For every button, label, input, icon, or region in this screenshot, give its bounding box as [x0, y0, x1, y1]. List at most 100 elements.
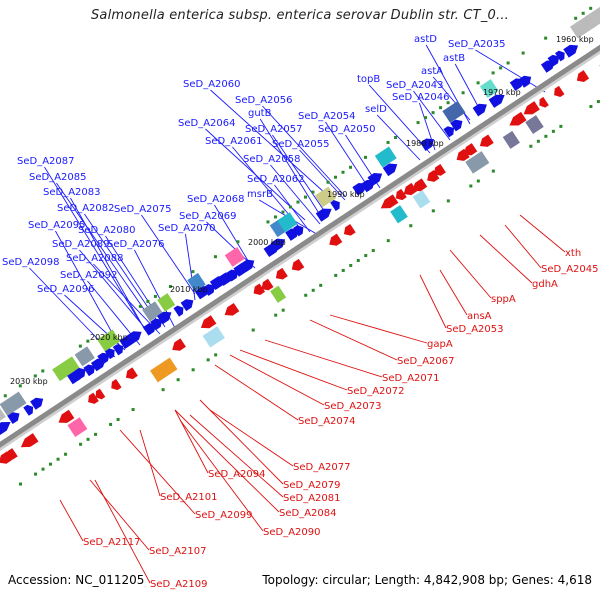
gc-mark — [116, 417, 120, 421]
topology-summary: Topology: circular; Length: 4,842,908 bp… — [262, 573, 592, 587]
gene-label: SeD_A2062 — [247, 174, 305, 185]
forward-gene-arrow — [112, 344, 124, 356]
gene-label: SeD_A2071 — [382, 373, 440, 384]
reverse-gene-arrow — [412, 178, 428, 192]
kbp-ticks: 1960 kbp 1970 kbp 1980 kbp 1990 kbp 2000 kbp… — [10, 35, 594, 386]
forward-gene-arrow — [74, 367, 86, 380]
callout-line — [119, 429, 196, 515]
gc-mark — [589, 105, 593, 109]
callout-line — [59, 499, 84, 542]
forward-gene-arrow — [202, 284, 216, 296]
gene-label: SeD_A2089 — [52, 239, 110, 250]
tick-label: 2000 kbp — [248, 238, 286, 247]
gene-label: SeD_A2080 — [78, 225, 136, 236]
callout-line — [274, 184, 311, 233]
gene-label: ansA — [467, 311, 492, 322]
gene-label: SeD_A2076 — [107, 239, 165, 250]
gc-mark — [206, 358, 210, 362]
gene-label: SeD_A2053 — [446, 324, 504, 335]
gc-mark — [191, 368, 195, 372]
gc-mark — [551, 129, 555, 133]
gene-label: astA — [421, 66, 443, 77]
feature-block — [67, 417, 88, 437]
callout-line — [413, 90, 451, 141]
forward-gene-arrow — [104, 348, 115, 360]
reverse-gene-arrow — [427, 170, 440, 182]
callout-line — [55, 230, 121, 348]
gc-mark — [349, 165, 353, 169]
gc-mark — [86, 437, 90, 441]
gc-mark — [64, 452, 68, 456]
reverse-gene-arrow — [111, 378, 122, 391]
callout-line — [259, 118, 321, 216]
gc-mark — [559, 124, 563, 128]
reverse-gene-arrow — [20, 433, 39, 448]
gc-mark — [251, 328, 255, 332]
gene-label: xth — [565, 248, 581, 259]
callout-line — [264, 339, 383, 378]
gc-mark — [33, 374, 37, 378]
gene-label: gdhA — [532, 279, 558, 290]
callout-line — [419, 274, 447, 329]
gc-mark — [274, 313, 278, 317]
gc-mark — [131, 408, 135, 412]
reverse-gene-arrow — [6, 448, 18, 460]
gc-mark — [544, 134, 548, 138]
gene-label: SeD_A2095 — [28, 220, 86, 231]
gc-mark — [41, 467, 45, 471]
gene-label: SeD_A2064 — [178, 118, 236, 129]
feature-block — [0, 405, 6, 426]
gc-mark — [521, 51, 525, 55]
gc-mark — [476, 179, 480, 183]
feature-block — [479, 79, 499, 99]
gene-label: SeD_A2058 — [243, 154, 301, 165]
gc-mark — [581, 11, 585, 15]
gc-mark — [409, 224, 413, 228]
callout-line — [475, 49, 546, 93]
gc-mark — [416, 121, 420, 125]
feature-block — [584, 4, 600, 29]
forward-gene-arrow — [488, 94, 505, 108]
callout-line — [89, 479, 150, 551]
reverse-gene-arrow — [539, 96, 549, 108]
gene-label: SeD_A2050 — [318, 124, 376, 135]
gc-mark — [529, 144, 533, 148]
reverse-gene-arrow — [479, 134, 494, 147]
genome-backbone — [0, 44, 600, 451]
gene-label: SeD_A2088 — [66, 253, 124, 264]
gene-label: gutB — [248, 108, 272, 119]
callout-line — [210, 89, 336, 203]
gene-label: selD — [365, 104, 387, 115]
feature-block — [525, 115, 544, 134]
gc-mark — [574, 16, 578, 20]
gene-label: SeD_A2068 — [187, 194, 245, 205]
reverse-gene-arrow — [380, 194, 399, 209]
forward-gene-arrow — [293, 225, 304, 237]
tick-label: 1970 kbp — [483, 88, 521, 97]
reverse-gene-arrow — [433, 164, 446, 176]
tick-label: 1960 kbp — [556, 35, 594, 44]
backbone-line — [0, 44, 600, 448]
reverse-gene-arrow — [576, 70, 590, 82]
forward-gene-arrow — [30, 397, 44, 410]
feature-block — [465, 151, 490, 174]
feature-block — [187, 272, 206, 292]
gene-label: SeD_A2107 — [149, 546, 207, 557]
gc-mark — [266, 220, 270, 224]
gene-label: SeD_A2099 — [195, 510, 253, 521]
gc-mark — [191, 270, 195, 274]
gc-mark — [288, 205, 292, 209]
callout-line — [209, 409, 294, 467]
tick-label: 2010 kbp — [170, 285, 208, 294]
tick-label: 2020 kbp — [90, 333, 128, 342]
gene-label: msrB — [247, 189, 273, 200]
gc-mark — [386, 239, 390, 243]
forward-gene-arrow — [330, 200, 340, 211]
callout-line — [439, 269, 468, 316]
gc-mark — [349, 263, 353, 267]
gene-label: SeD_A2109 — [150, 579, 208, 590]
forward-gene-arrow — [382, 163, 398, 177]
gene-label: SeD_A2098 — [2, 257, 60, 268]
gene-label: gapA — [427, 339, 453, 350]
gc-mark — [311, 288, 315, 292]
